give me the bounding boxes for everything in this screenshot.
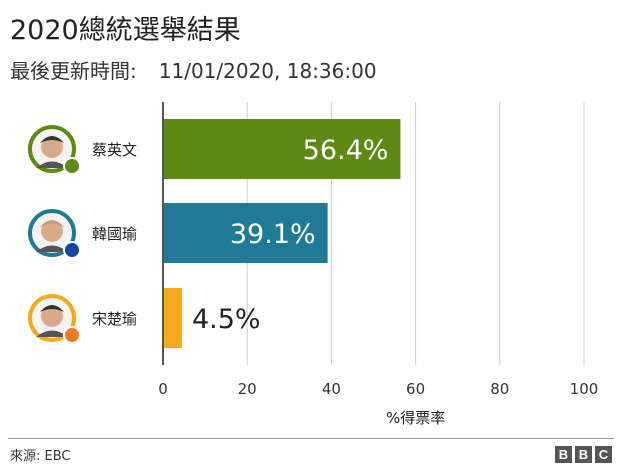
avatar-shoulders bbox=[36, 330, 68, 337]
source-note: 來源: EBC bbox=[10, 449, 71, 464]
bar bbox=[163, 119, 401, 179]
bar-value-label: 39.1% bbox=[230, 219, 316, 250]
bar-value-label: 4.5% bbox=[192, 304, 261, 335]
last-updated: 最後更新時間: 11/01/2020, 18:36:00 bbox=[10, 55, 377, 84]
avatar-face bbox=[41, 305, 63, 327]
avatar-hair bbox=[40, 220, 64, 227]
x-tick-label: 100 bbox=[570, 380, 599, 398]
category-label: 宋楚瑜 bbox=[92, 310, 137, 328]
x-axis-label: %得票率 bbox=[386, 409, 445, 427]
avatar-shoulders bbox=[36, 161, 68, 168]
footer-divider bbox=[8, 438, 614, 439]
category-label: 蔡英文 bbox=[92, 141, 137, 159]
bbc-logo-block: B bbox=[555, 446, 572, 463]
x-tick-label: 80 bbox=[490, 380, 509, 398]
last-updated-label: 最後更新時間: bbox=[10, 59, 137, 83]
bar bbox=[163, 203, 328, 263]
dpp-badge-icon bbox=[63, 157, 81, 175]
avatar-hair bbox=[40, 305, 64, 312]
avatar-face bbox=[41, 136, 63, 158]
x-tick-label: 20 bbox=[238, 380, 257, 398]
bar bbox=[163, 288, 182, 348]
avatar-shoulders bbox=[36, 245, 68, 252]
bar-value-label: 56.4% bbox=[303, 135, 389, 166]
last-updated-value: 11/01/2020, 18:36:00 bbox=[158, 59, 377, 83]
bbc-logo: B B C bbox=[555, 446, 612, 463]
bbc-logo-block: B bbox=[575, 446, 592, 463]
avatar-face bbox=[41, 220, 63, 242]
pfp-badge-icon bbox=[63, 326, 81, 344]
bar-chart: 0 20 40 60 80 100 %得票率 56.4% 蔡英文 39.1% 韓國瑜 4.5% 宋楚瑜 bbox=[28, 102, 599, 427]
chart-title: 2020總統選舉結果 bbox=[10, 15, 241, 46]
x-tick-label: 60 bbox=[406, 380, 425, 398]
bbc-logo-block: C bbox=[595, 446, 612, 463]
category-label: 韓國瑜 bbox=[92, 225, 137, 243]
avatar-hair bbox=[40, 136, 64, 143]
x-tick-label: 0 bbox=[158, 380, 168, 398]
kmt-badge-icon bbox=[63, 241, 81, 259]
x-tick-label: 40 bbox=[322, 380, 341, 398]
